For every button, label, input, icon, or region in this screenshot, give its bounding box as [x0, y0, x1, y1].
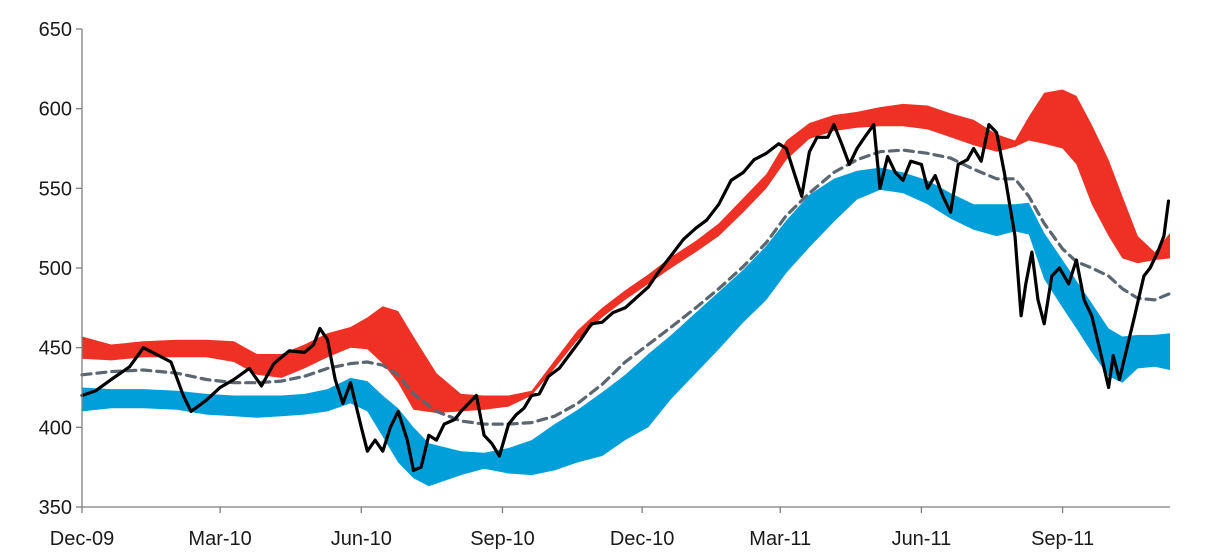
x-tick-label: Jun-11 [892, 528, 952, 550]
bands-layer [82, 89, 1170, 487]
upper-band-area [82, 89, 1170, 413]
y-tick-label: 550 [39, 178, 72, 200]
price-line [80, 122, 1171, 472]
x-tick-label: Dec-09 [50, 528, 114, 550]
axes-layer [76, 28, 1170, 513]
y-tick-label: 500 [39, 258, 72, 280]
lines-layer [80, 122, 1172, 472]
y-tick-label: 450 [39, 338, 72, 360]
x-tick-label: Dec-10 [610, 528, 674, 550]
x-tick-label: Jun-10 [331, 528, 392, 550]
lower-band-area [82, 167, 1170, 487]
y-tick-label: 600 [39, 99, 72, 121]
moving-average-line [80, 148, 1172, 426]
y-tick-label: 400 [39, 417, 72, 439]
x-tick-label: Mar-11 [749, 528, 811, 550]
x-tick-label: Mar-10 [188, 528, 251, 550]
tick-labels-layer: 350 400 450 500 550 600 650 Dec-09 Mar-10 Jun-10 S… [39, 19, 1094, 550]
x-tick-label: Sep-10 [470, 528, 535, 550]
y-tick-label: 350 [39, 497, 72, 519]
y-tick-label: 650 [39, 19, 72, 41]
x-tick-label: Sep-11 [1031, 528, 1094, 550]
